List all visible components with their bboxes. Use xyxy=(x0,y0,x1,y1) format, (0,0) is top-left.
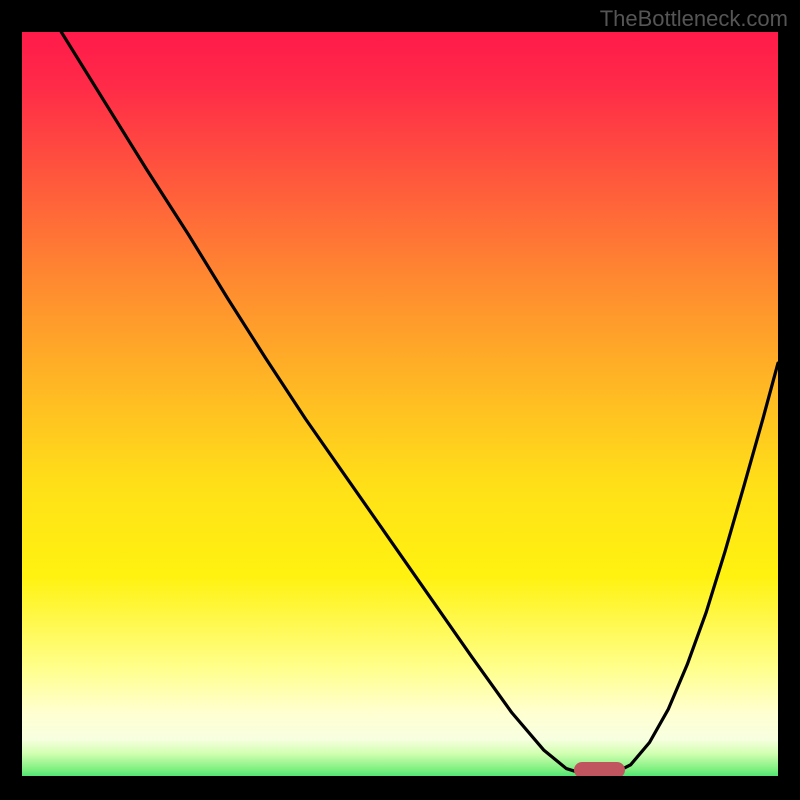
watermark-text: TheBottleneck.com xyxy=(600,6,788,32)
optimal-marker xyxy=(574,762,625,776)
bottleneck-plot xyxy=(22,32,778,776)
bottleneck-curve xyxy=(22,32,778,776)
